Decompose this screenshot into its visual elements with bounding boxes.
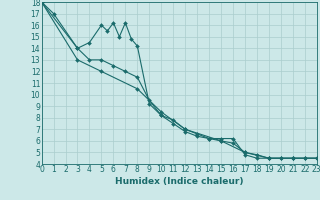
X-axis label: Humidex (Indice chaleur): Humidex (Indice chaleur) — [115, 177, 244, 186]
